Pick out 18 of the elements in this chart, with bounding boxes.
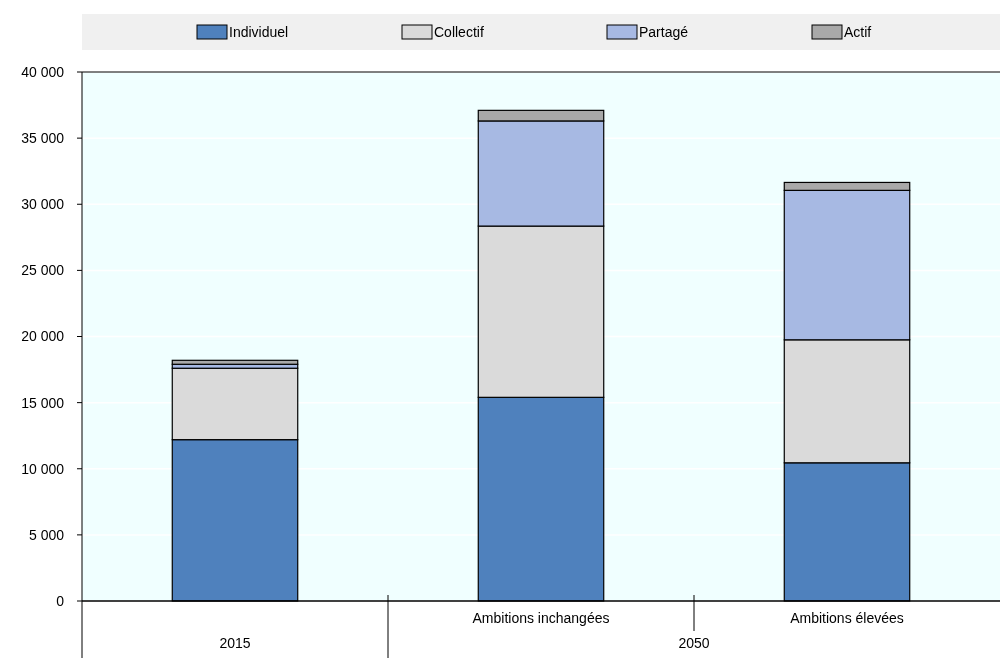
y-tick-label: 35 000 [21,130,65,147]
legend-label: Partagé [639,23,689,40]
bar [171,359,299,365]
legend-label: Collectif [434,23,484,40]
legend-label: Actif [844,23,872,40]
x-tick-label: Ambitions inchangées [472,610,610,626]
y-tick-label: 25 000 [21,262,65,279]
x-tick-label: 2015 [219,635,251,651]
y-tick-label: 20 000 [21,328,65,345]
y-tick-label: 5 000 [28,526,65,543]
text: 2050 [678,635,710,651]
y-tick-label: 40 000 [21,63,65,80]
legend-label: Individuel [229,23,289,40]
y-tick-label: 30 000 [21,196,65,213]
y-tick-label: 15 000 [21,394,65,411]
y-tick-label: 10 000 [21,460,65,477]
y-tick-label: 0 [56,592,65,609]
x-tick-label: Ambitions élevées [790,610,904,626]
